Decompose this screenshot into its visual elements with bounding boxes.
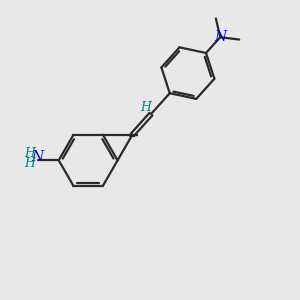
Text: H: H [24,147,35,160]
Text: N: N [214,30,226,44]
Text: H: H [140,101,151,114]
Text: N: N [32,150,44,164]
Text: H: H [24,157,35,170]
